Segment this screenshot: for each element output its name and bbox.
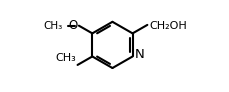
Text: N: N: [134, 48, 144, 61]
Text: CH₂OH: CH₂OH: [149, 21, 187, 31]
Text: CH₃: CH₃: [55, 53, 76, 63]
Text: O: O: [68, 19, 77, 32]
Text: CH₃: CH₃: [43, 21, 62, 31]
